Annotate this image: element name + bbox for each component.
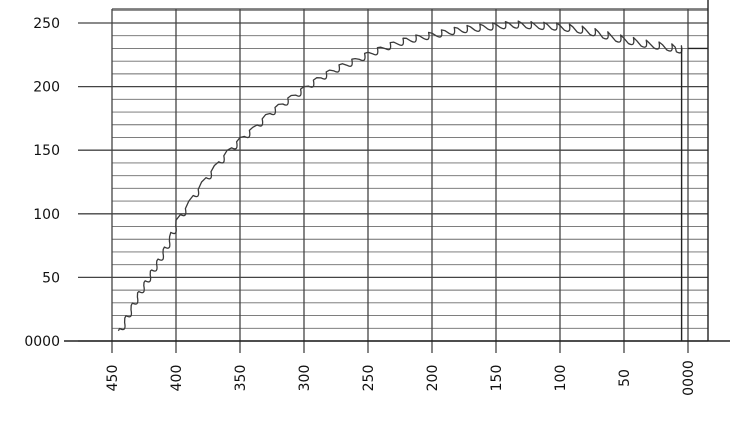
x-tick-label: 0000: [681, 360, 697, 396]
series-line: [117, 20, 683, 332]
series-curve: [117, 20, 683, 341]
x-tick-label: 300: [297, 365, 313, 392]
minor-gridlines: [112, 9, 708, 329]
x-tick-label: 150: [489, 365, 505, 392]
x-tick-label: 50: [617, 369, 633, 387]
x-tick-labels: 450 400 350 300 250 200 150 100 50 0000: [105, 360, 697, 396]
x-tick-label: 200: [425, 365, 441, 392]
axes: [64, 0, 730, 342]
y-tick-label: 150: [33, 143, 60, 159]
x-tick-label: 100: [553, 365, 569, 392]
y-tick-label: 100: [33, 207, 60, 223]
major-gridlines: [78, 8, 708, 353]
x-tick-label: 450: [105, 365, 121, 392]
y-tick-label: 250: [33, 16, 60, 32]
y-tick-labels: 0000 50 100 150 200 250: [24, 16, 60, 350]
y-tick-label: 50: [42, 270, 60, 286]
x-tick-label: 250: [361, 365, 377, 392]
x-tick-label: 400: [169, 365, 185, 392]
y-tick-label: 0000: [24, 334, 60, 350]
x-tick-label: 350: [233, 365, 249, 392]
y-tick-label: 200: [33, 80, 60, 96]
